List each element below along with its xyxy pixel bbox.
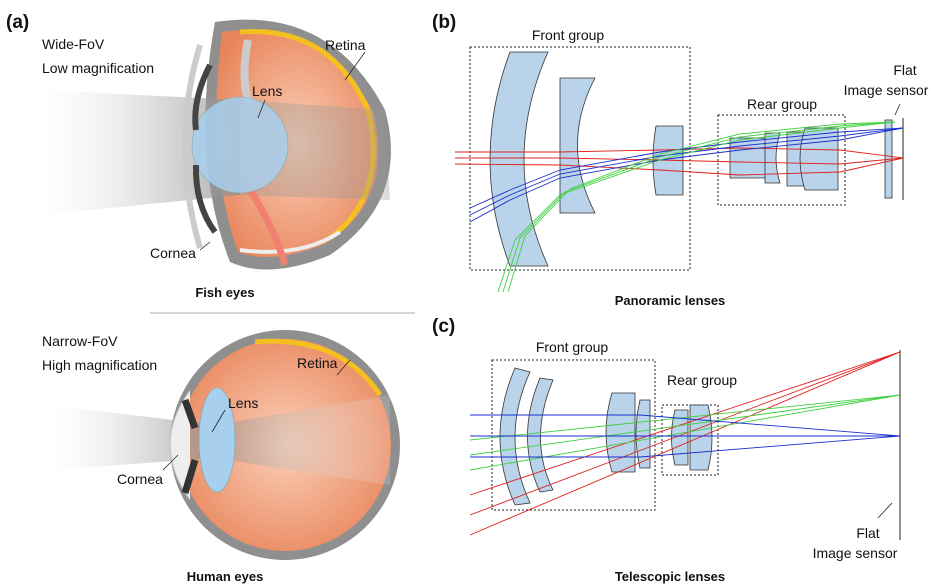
caption: Telescopic lenses xyxy=(615,569,725,584)
lens-element xyxy=(635,399,651,469)
caption: Fish eyes xyxy=(195,285,254,300)
ray xyxy=(469,394,901,441)
fish-eye-part xyxy=(239,28,376,241)
lens-element xyxy=(799,127,839,191)
fish-eye-part xyxy=(192,63,213,131)
ray xyxy=(469,127,904,216)
panel-label: (b) xyxy=(432,12,456,33)
retina-label: Retina xyxy=(297,355,338,371)
leader-line xyxy=(199,241,211,251)
ray xyxy=(502,121,896,293)
fov-line: Low magnification xyxy=(42,60,154,76)
human-eye-part xyxy=(198,387,236,493)
ray xyxy=(469,351,901,496)
lens-element xyxy=(764,132,781,184)
ray xyxy=(469,351,901,516)
caption: Human eyes xyxy=(187,569,264,584)
ray xyxy=(507,121,896,293)
lens-label: Lens xyxy=(252,83,282,99)
human-eye-part xyxy=(215,395,390,485)
ray xyxy=(469,127,904,209)
fish-eye xyxy=(40,19,391,270)
lens-element xyxy=(605,392,636,473)
lens-element xyxy=(689,404,713,471)
human-eye-part xyxy=(181,398,199,430)
fish-eye-part xyxy=(239,230,342,254)
group-label: Rear group xyxy=(747,96,817,112)
human-eye-part xyxy=(181,458,199,495)
leader-line xyxy=(257,99,266,119)
panel-label: (c) xyxy=(432,316,455,337)
ray xyxy=(470,414,901,437)
group-box xyxy=(491,359,656,511)
group-box xyxy=(469,46,691,271)
fish-eye-part xyxy=(191,96,289,194)
panoramic-lens xyxy=(454,46,904,293)
ray xyxy=(455,147,904,159)
lens-element xyxy=(489,51,549,267)
leader-line xyxy=(211,409,226,433)
ray xyxy=(497,121,896,293)
cornea-label: Cornea xyxy=(117,471,163,487)
fish-eye-part xyxy=(182,44,203,249)
leader-line xyxy=(344,51,366,81)
group-label: Front group xyxy=(536,339,609,355)
cornea-label: Cornea xyxy=(150,245,196,261)
leader-line xyxy=(162,454,179,471)
ray xyxy=(469,394,901,456)
sensor-line: Flat xyxy=(856,525,879,541)
ray xyxy=(469,394,901,471)
group-box xyxy=(717,114,846,206)
leader-line xyxy=(336,359,351,376)
panel-label: (a) xyxy=(6,12,29,33)
telescopic-lens xyxy=(469,350,901,540)
lens-element xyxy=(499,367,531,506)
sensor-line: Flat xyxy=(893,62,916,78)
lens-label: Lens xyxy=(228,395,258,411)
ray xyxy=(454,157,904,176)
lens-element xyxy=(559,77,596,214)
human-eye xyxy=(50,330,400,560)
group-label: Rear group xyxy=(667,372,737,388)
human-eye-part xyxy=(254,338,383,397)
ray xyxy=(469,351,901,536)
retina-label: Retina xyxy=(325,37,366,53)
sensor-line: Image sensor xyxy=(813,545,898,561)
fish-eye-part xyxy=(247,188,289,266)
group-label: Front group xyxy=(532,27,605,43)
lens-element xyxy=(527,377,554,493)
fov-line: Narrow-FoV xyxy=(42,333,118,349)
fov-line: Wide-FoV xyxy=(42,36,105,52)
ray xyxy=(455,157,904,165)
leader-line xyxy=(877,502,893,519)
fov-line: High magnification xyxy=(42,357,157,373)
ray xyxy=(470,435,901,458)
leader-line xyxy=(894,103,901,116)
sensor-line: Image sensor xyxy=(844,82,929,98)
fish-eye-part xyxy=(192,164,218,234)
caption: Panoramic lenses xyxy=(615,293,726,308)
